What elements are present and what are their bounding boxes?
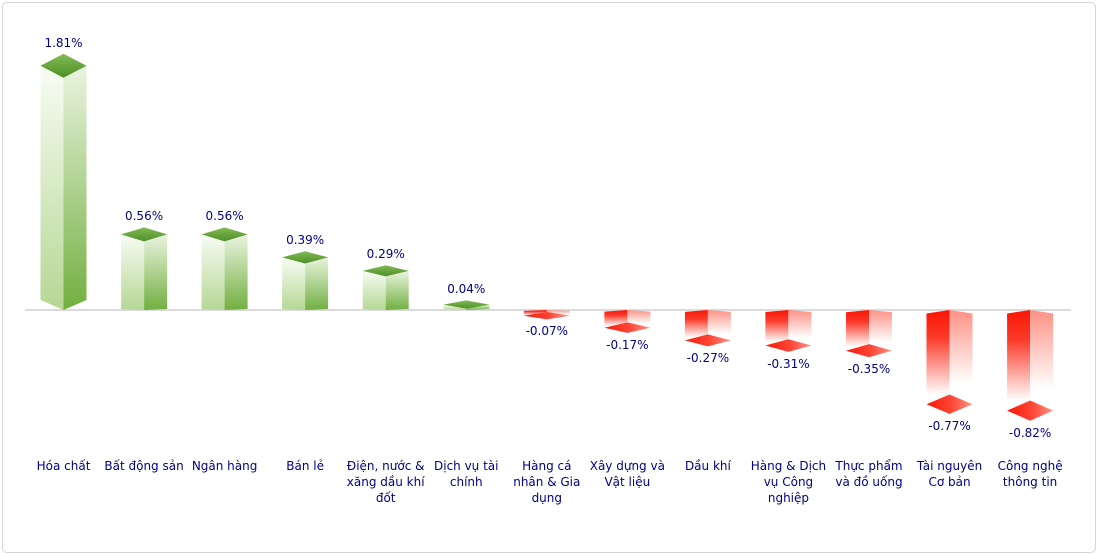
value-label: 0.56% (205, 209, 244, 224)
bar-positive (121, 227, 168, 310)
bar-face-right (63, 65, 87, 310)
bar-negative (523, 310, 570, 320)
value-label: 0.29% (366, 247, 405, 262)
bar-face-right (627, 310, 651, 328)
bar-negative (684, 310, 731, 347)
bar-positive (201, 227, 248, 310)
bar-face-right (305, 257, 329, 310)
bar-face-left (282, 257, 306, 310)
bar-face-left (121, 234, 145, 310)
value-label: -0.77% (928, 418, 971, 433)
bar-face-left (765, 310, 789, 346)
bar-face-right (1030, 310, 1054, 411)
category-label: Dầu khí (684, 459, 731, 473)
bar-bottom-cap (765, 339, 812, 352)
value-label: 0.56% (124, 209, 164, 224)
bar-face-left (604, 310, 628, 328)
category-label: Bất động sản (104, 459, 184, 473)
bar-face-right (385, 270, 409, 310)
value-label: 1.81% (44, 35, 83, 50)
category-label: Ngân hàng (191, 459, 258, 473)
bar-bottom-cap (1007, 400, 1054, 421)
bar-positive (362, 265, 409, 310)
bar-face-left (201, 234, 225, 310)
bar-top-cap (201, 227, 248, 242)
bar-face-left (846, 310, 869, 351)
bar-face-right (466, 304, 490, 310)
bar-bottom-cap (604, 322, 651, 333)
bar-face-left (40, 65, 64, 310)
category-label: Hàng & Dịch vụ Công nghiệp (750, 459, 827, 505)
category-label: Hàng cá nhân & Gia dụng (513, 459, 581, 505)
bar-top-cap (362, 265, 409, 277)
category-label: Thực phẩm và đồ uống (835, 459, 903, 489)
bar-face-left (523, 310, 547, 316)
value-label: -0.31% (767, 356, 810, 371)
category-label: Điện, nước & xăng dầu khí đốt (346, 459, 425, 505)
bar-face-left (684, 310, 708, 341)
bar-positive (40, 53, 87, 310)
category-label: Tài nguyên Cơ bản (916, 459, 983, 489)
category-label: Xây dựng và Vật liệu (589, 459, 665, 489)
value-label: -0.27% (686, 351, 730, 366)
bar-negative (1007, 310, 1054, 421)
bar-face-right (144, 234, 168, 310)
bar-face-right (546, 310, 570, 316)
value-label: -0.17% (606, 337, 649, 352)
bar-bottom-cap (846, 344, 892, 358)
value-label: 0.04% (447, 282, 486, 297)
value-label: 0.39% (286, 233, 325, 248)
category-label: Dịch vụ tài chính (433, 459, 499, 489)
value-label: -0.82% (1008, 425, 1052, 440)
bar-positive (443, 300, 490, 310)
bar-top-cap (40, 53, 87, 78)
bar-negative (604, 310, 651, 333)
bar-negative (846, 310, 892, 358)
value-label: -0.35% (847, 362, 891, 377)
bar-top-cap (443, 300, 490, 309)
bar-face-left (362, 270, 386, 310)
bar-face-right (707, 310, 731, 341)
bar-face-right (949, 310, 973, 405)
category-label: Công nghệ thông tin (997, 459, 1063, 489)
bar-face-left (443, 304, 467, 310)
bar-top-cap (282, 251, 329, 264)
bar-face-left (926, 310, 950, 405)
category-label: Bán lẻ (286, 459, 325, 473)
bar-face-right (788, 310, 812, 346)
category-label: Hóa chất (36, 459, 91, 473)
bar-bottom-cap (523, 311, 570, 320)
bar-positive (282, 251, 329, 310)
bar-face-right (869, 310, 892, 351)
bar-bottom-cap (926, 394, 973, 414)
bar-negative (926, 310, 973, 414)
bar-top-cap (121, 227, 168, 242)
value-label: -0.07% (525, 324, 569, 339)
bar-bottom-cap (684, 334, 731, 347)
bar-face-right (224, 234, 248, 310)
bar-face-left (1007, 310, 1031, 411)
bar-negative (765, 310, 812, 352)
